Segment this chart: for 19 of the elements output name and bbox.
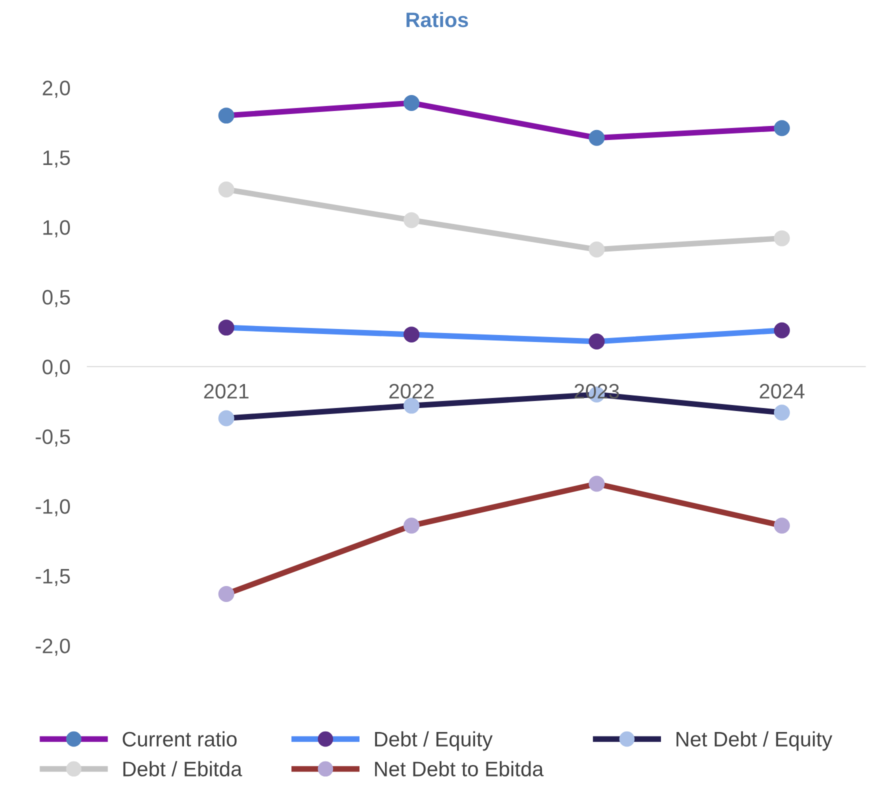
x-tick-label: 2022 [389,384,434,399]
y-tick-label: -2,0 [36,638,70,656]
legend-label: Current ratio [122,731,237,747]
legend-label: Debt / Ebitda [123,761,242,776]
y-tick-label: -1,5 [36,569,70,586]
y-tick-label: 2,0 [42,80,70,98]
y-tick-label: 0,5 [42,290,70,308]
y-tick-label: 0,0 [42,360,70,377]
chart-title: Ratios [406,12,468,28]
x-tick-label: 2023 [574,384,619,399]
x-tick-label: 2021 [204,384,248,399]
y-tick-label: -1,0 [36,499,70,516]
y-tick-label: 1,5 [43,150,70,168]
y-tick-label: 1,0 [43,220,70,238]
legend-label: Debt / Equity [375,731,493,751]
legend-label: Net Debt to Ebitda [375,761,544,776]
y-tick-label: -0,5 [36,429,70,447]
legend-label: Net Debt / Equity [676,731,832,751]
x-tick-label: 2024 [760,384,804,399]
